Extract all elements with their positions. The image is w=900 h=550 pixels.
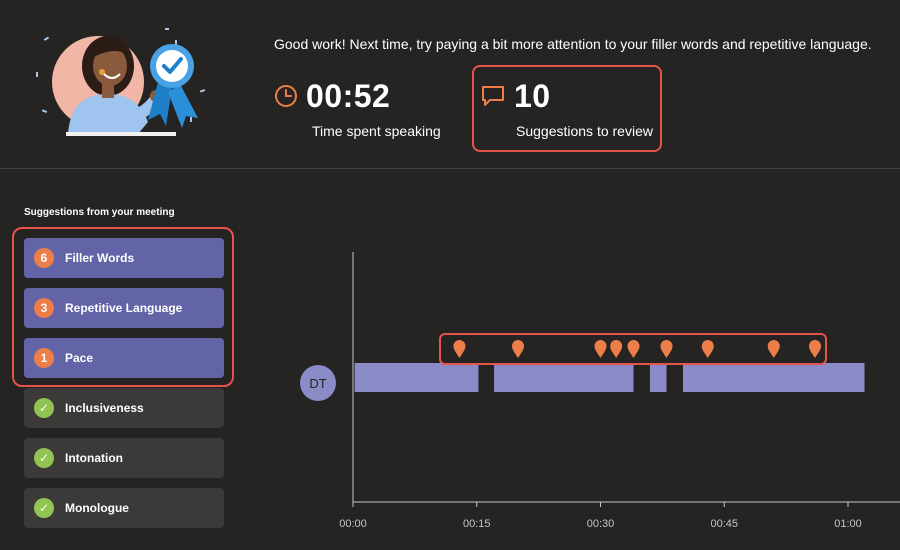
count-badge: 3 [34, 298, 54, 318]
category-label: Repetitive Language [65, 301, 183, 315]
suggestion-marker-icon [453, 340, 466, 358]
celebration-illustration [36, 28, 206, 136]
category-label: Pace [65, 351, 94, 365]
suggestion-marker-icon [701, 340, 714, 358]
category-label: Filler Words [65, 251, 135, 265]
suggestions-highlight-box [472, 65, 662, 152]
count-badge: 1 [34, 348, 54, 368]
category-monologue[interactable]: ✓ Monologue [24, 488, 224, 528]
suggestion-marker-icon [809, 340, 821, 358]
feedback-message: Good work! Next time, try paying a bit m… [274, 36, 872, 52]
category-label: Inclusiveness [65, 401, 144, 415]
suggestion-marker-icon [594, 340, 607, 358]
check-icon: ✓ [34, 498, 54, 518]
category-label: Intonation [65, 451, 123, 465]
divider [0, 168, 900, 169]
sidebar-title: Suggestions from your meeting [24, 207, 175, 218]
clock-icon [275, 85, 297, 107]
count-badge: 6 [34, 248, 54, 268]
suggestions-count-value: 10 [514, 78, 551, 114]
suggestion-marker-icon [767, 340, 780, 358]
timeline-tick-label: 01:00 [834, 518, 862, 530]
timeline-tick-label: 00:00 [339, 518, 367, 530]
timeline-tick-label: 00:30 [587, 518, 615, 530]
categories-highlight-box [12, 227, 234, 387]
suggestion-marker-icon [512, 340, 524, 358]
time-spent-label: Time spent speaking [312, 123, 441, 139]
category-pace[interactable]: 1 Pace [24, 338, 224, 378]
speech-timeline: 00:00 00:15 00:30 00:45 01:00 [339, 252, 900, 530]
speaking-segment [650, 363, 667, 392]
suggestion-marker-icon [627, 340, 640, 358]
suggestion-marker-icon [610, 340, 623, 358]
timeline-tick-label: 00:45 [710, 518, 738, 530]
category-filler-words[interactable]: 6 Filler Words [24, 238, 224, 278]
check-icon: ✓ [34, 448, 54, 468]
category-intonation[interactable]: ✓ Intonation [24, 438, 224, 478]
speaking-segment [494, 363, 634, 392]
time-spent-value: 00:52 [306, 78, 391, 114]
speech-bubble-icon [482, 86, 504, 106]
suggestion-marker-icon [660, 340, 673, 358]
category-repetitive-language[interactable]: 3 Repetitive Language [24, 288, 224, 328]
markers-highlight-box [439, 333, 827, 365]
speaking-segment [683, 363, 865, 392]
speaker-avatar: DT [300, 365, 336, 401]
speaking-segment [354, 363, 479, 392]
suggestions-count-label: Suggestions to review [516, 123, 653, 139]
category-label: Monologue [65, 501, 129, 515]
timeline-tick-label: 00:15 [463, 518, 491, 530]
check-icon: ✓ [34, 398, 54, 418]
category-inclusiveness[interactable]: ✓ Inclusiveness [24, 388, 224, 428]
